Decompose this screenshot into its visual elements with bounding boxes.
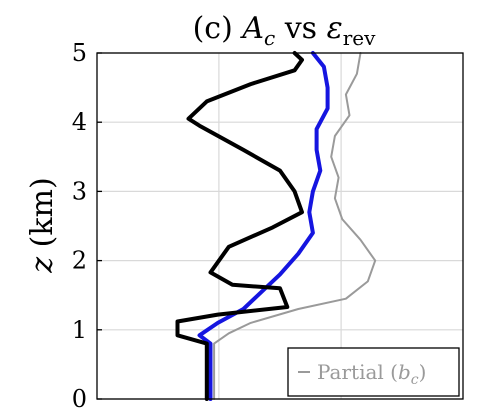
legend-label-part-2: c [411, 372, 419, 388]
series-line-0 [175, 51, 304, 401]
plot-area: 0 1 2 3 4 5 Partial (bc) [72, 39, 464, 409]
y-axis-label: z (km) [25, 177, 60, 273]
series-line-1 [197, 51, 330, 401]
title-a-var: A [239, 11, 264, 46]
y-tick-label-0: 0 [72, 385, 87, 409]
y-tick-label-1: 1 [72, 316, 87, 344]
y-tick-label-3: 3 [72, 177, 87, 205]
legend-label-0: Partial (bc) [317, 360, 426, 388]
legend-label-part-1: b [398, 360, 411, 384]
axes-frame [96, 52, 464, 400]
title-a-subscript: c [264, 26, 275, 50]
chart-title: (c) Ac vs εrev [193, 11, 377, 50]
y-tick-label-4: 4 [72, 108, 87, 136]
legend-box [287, 347, 460, 397]
title-epsilon-subscript: rev [343, 26, 376, 50]
y-tick-label-2: 2 [72, 247, 87, 275]
y-axis-label-unit: (km) [25, 177, 60, 257]
legend-label-part-0: Partial ( [317, 360, 398, 384]
y-tick-label-5: 5 [72, 39, 87, 67]
y-axis-label-var: z [25, 257, 60, 274]
legend-label-part-3: ) [419, 360, 427, 384]
title-prefix: (c) [193, 11, 243, 46]
title-epsilon: ε [327, 11, 343, 46]
series-line-2 [213, 52, 377, 400]
title-vs: vs [275, 11, 326, 46]
